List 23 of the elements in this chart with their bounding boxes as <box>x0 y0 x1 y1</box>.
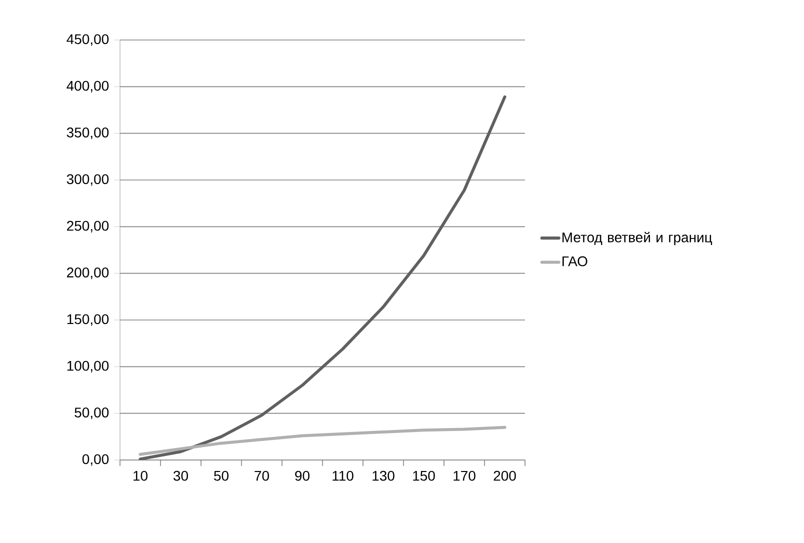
x-tick-label: 70 <box>254 470 269 481</box>
x-tick-label: 170 <box>454 470 476 481</box>
y-tick-label: 300,00 <box>66 174 109 186</box>
y-tick-label: 450,00 <box>66 34 109 46</box>
x-tick-label: 10 <box>134 470 148 481</box>
y-tick-label: 350,00 <box>66 128 109 140</box>
legend-label: ГАО <box>562 256 588 266</box>
y-tick-label: 400,00 <box>66 80 109 92</box>
x-tick-label: 110 <box>332 470 354 481</box>
y-tick-label: 0,00 <box>82 454 109 466</box>
x-tick-label: 90 <box>295 470 310 481</box>
line-series <box>138 95 506 460</box>
legend-label: Метод ветвей и границ <box>562 232 712 246</box>
x-tick-label: 30 <box>173 470 188 481</box>
y-tick-label: 150,00 <box>67 314 109 326</box>
y-tick-label: 50,00 <box>74 408 109 420</box>
x-tick-label: 130 <box>372 470 394 481</box>
x-tick-label: 150 <box>413 470 435 481</box>
y-tick-label: 200,00 <box>67 268 109 280</box>
x-tick-label: 200 <box>494 470 516 481</box>
x-tick-label: 50 <box>214 470 228 481</box>
y-tick-label: 250,00 <box>67 220 109 232</box>
y-tick-label: 100,00 <box>67 360 109 372</box>
